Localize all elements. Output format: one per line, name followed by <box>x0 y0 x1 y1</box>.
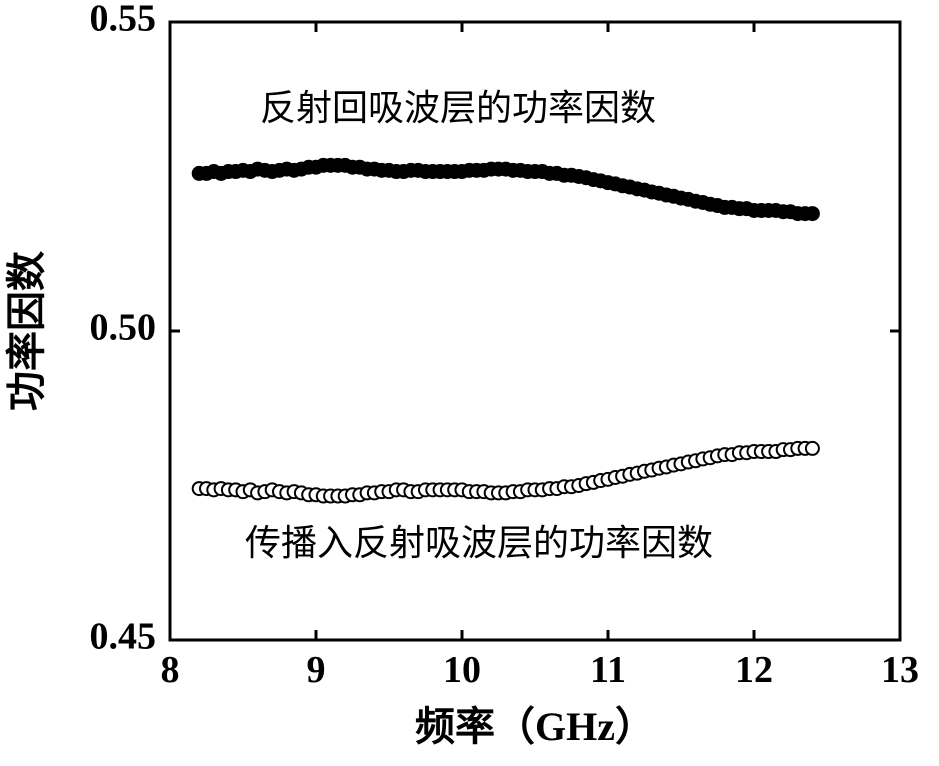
x-axis-title: 频率（GHz） <box>415 704 655 749</box>
series-label-transmitted: 传播入反射吸波层的功率因数 <box>245 523 713 563</box>
series-markers-transmitted <box>193 442 819 503</box>
x-tick-label: 12 <box>735 649 773 691</box>
x-tick-label: 13 <box>881 649 919 691</box>
x-tick-label: 11 <box>590 649 626 691</box>
marker-reflected <box>806 207 819 220</box>
chart-svg: 8 9 10 11 12 13 0.45 0.50 0.55 频率（GHz） 功率因数 反射回吸波层的… <box>0 0 939 766</box>
y-axis-title: 功率因数 <box>4 251 49 411</box>
marker-transmitted <box>806 442 819 455</box>
y-tick-label: 0.45 <box>90 616 157 658</box>
chart-container: 8 9 10 11 12 13 0.45 0.50 0.55 频率（GHz） 功率因数 反射回吸波层的… <box>0 0 939 766</box>
x-tick-label: 10 <box>443 649 481 691</box>
series-markers-reflected <box>193 159 819 220</box>
y-tick-label: 0.50 <box>90 307 157 349</box>
series-label-reflected: 反射回吸波层的功率因数 <box>260 88 656 128</box>
x-tick-label: 9 <box>307 649 326 691</box>
y-tick-label: 0.55 <box>90 0 157 40</box>
x-tick-label: 8 <box>161 649 180 691</box>
